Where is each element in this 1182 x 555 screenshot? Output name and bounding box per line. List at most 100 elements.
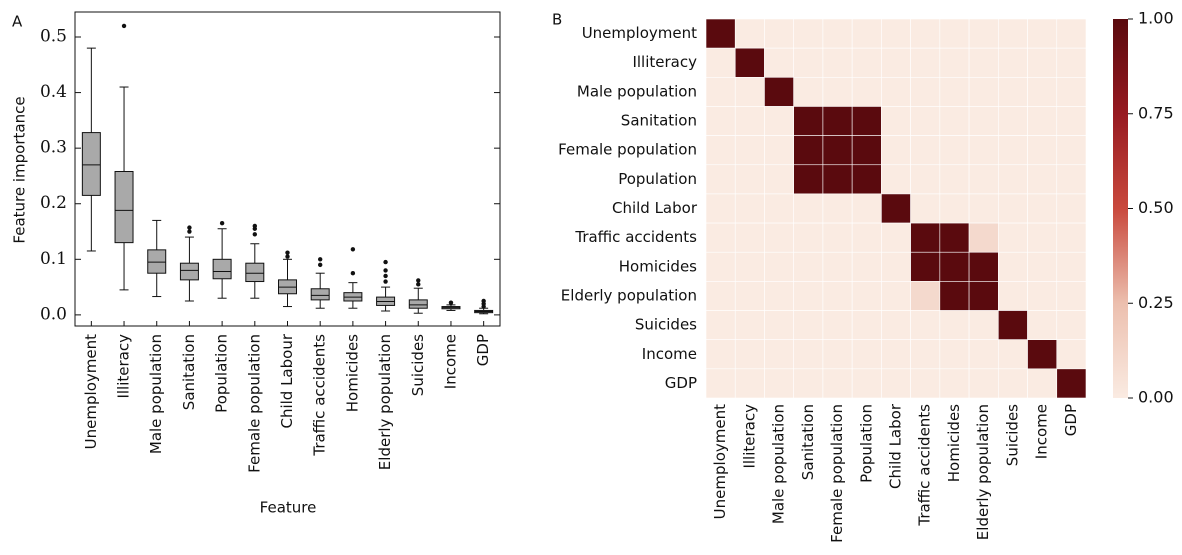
colorbar-tick-label: 0.00 xyxy=(1138,388,1174,407)
heatmap-cell xyxy=(998,339,1028,370)
heatmap-cell xyxy=(998,251,1028,282)
heatmap-cell xyxy=(851,251,882,282)
heatmap-cell xyxy=(998,18,1028,49)
heatmap-cell xyxy=(1027,281,1058,311)
heatmap-cell xyxy=(1027,135,1058,166)
heatmap-cell xyxy=(822,281,853,311)
heatmap-cell xyxy=(1056,135,1087,166)
row-label: Female population xyxy=(558,141,697,159)
outlier xyxy=(350,271,356,276)
column-label: Sanitation xyxy=(799,404,817,480)
heatmap-cell xyxy=(939,222,970,253)
heatmap-cell xyxy=(910,47,941,78)
heatmap-cell xyxy=(764,251,794,282)
heatmap-cell xyxy=(998,222,1028,253)
heatmap-cell xyxy=(851,222,882,253)
heatmap-cell xyxy=(734,106,765,136)
heatmap-cell xyxy=(734,339,765,370)
heatmap-cell xyxy=(1056,47,1087,78)
heatmap-cell xyxy=(881,368,911,399)
x-tick-label: Traffic accidents xyxy=(311,334,329,457)
x-tick-label: Sanitation xyxy=(180,334,198,410)
heatmap-cell xyxy=(793,310,824,340)
heatmap-cell xyxy=(998,281,1028,311)
outlier xyxy=(252,232,258,237)
heatmap-cell xyxy=(881,251,911,282)
heatmap-cell xyxy=(881,106,911,136)
heatmap-cell xyxy=(822,222,853,253)
heatmap-cell xyxy=(764,135,794,166)
y-tick-label: 0.4 xyxy=(40,82,67,102)
heatmap-cell xyxy=(1027,310,1058,340)
colorbar-tick-label: 1.00 xyxy=(1138,9,1174,28)
x-tick-label: Income xyxy=(441,334,459,389)
heatmap-cell xyxy=(1027,339,1058,370)
heatmap-cell xyxy=(1027,164,1058,195)
heatmap-cell xyxy=(881,164,911,195)
outlier xyxy=(285,250,290,255)
row-label: Suicides xyxy=(635,316,697,334)
row-label: GDP xyxy=(665,374,697,392)
column-label: Illiteracy xyxy=(740,404,758,469)
heatmap-cell xyxy=(705,222,736,253)
y-tick-label: 0.3 xyxy=(40,138,67,158)
x-tick-label: GDP xyxy=(474,334,492,366)
heatmap-cell xyxy=(822,164,853,195)
heatmap-cell xyxy=(822,193,853,224)
heatmap-cell xyxy=(910,222,941,253)
x-tick-label: Child Labour xyxy=(278,333,296,428)
box xyxy=(114,171,134,244)
x-tick-label: Male population xyxy=(147,334,165,454)
column-label: Traffic accidents xyxy=(916,404,934,527)
box xyxy=(179,262,199,281)
outlier xyxy=(383,273,388,279)
heatmap-cell xyxy=(822,18,853,49)
heatmap-cell xyxy=(793,368,824,399)
heatmap-cell xyxy=(705,106,736,136)
y-tick-label: 0.2 xyxy=(40,193,67,213)
column-label: Unemployment xyxy=(711,404,729,519)
heatmap-cell xyxy=(881,77,911,107)
heatmap-cell xyxy=(881,47,911,78)
x-tick-label: Population xyxy=(213,334,231,413)
outlier xyxy=(187,229,192,234)
column-label: Child Labor xyxy=(887,403,905,489)
heatmap-cell xyxy=(881,193,911,224)
column-label: Income xyxy=(1033,404,1051,459)
heatmap-cell xyxy=(1027,77,1058,107)
column-label: Elderly population xyxy=(974,404,992,540)
heatmap-cell xyxy=(968,164,999,195)
heatmap-cell xyxy=(705,164,736,195)
y-tick-label: 0.0 xyxy=(40,304,67,324)
heatmap-cell xyxy=(1056,310,1087,340)
heatmap-cell xyxy=(705,18,736,49)
heatmap-cell xyxy=(939,281,970,311)
heatmap-cell xyxy=(705,193,736,224)
heatmap-cell xyxy=(851,368,882,399)
colorbar-tick-label: 0.25 xyxy=(1138,293,1174,312)
heatmap-cell xyxy=(1027,106,1058,136)
heatmap-cell xyxy=(910,135,941,166)
y-tick-label: 0.5 xyxy=(40,27,67,47)
heatmap-cell xyxy=(793,281,824,311)
heatmap-cell xyxy=(910,281,941,311)
heatmap-cell xyxy=(968,77,999,107)
column-label: Male population xyxy=(770,404,788,524)
x-tick-label: Female population xyxy=(245,334,263,473)
heatmap-cell xyxy=(939,106,970,136)
heatmap-cell xyxy=(910,18,941,49)
heatmap-cell xyxy=(881,310,911,340)
y-axis-title: Feature importance xyxy=(11,96,29,243)
outlier xyxy=(187,225,192,230)
heatmap-cell xyxy=(910,368,941,399)
row-label: Income xyxy=(642,345,697,363)
heatmap-cell xyxy=(822,47,853,78)
heatmap-cell xyxy=(881,222,911,253)
row-label: Male population xyxy=(577,82,697,100)
heatmap-cell xyxy=(822,339,853,370)
row-label: Traffic accidents xyxy=(574,228,697,246)
heatmap-cell xyxy=(998,77,1028,107)
heatmap-cell xyxy=(764,339,794,370)
row-label: Child Labor xyxy=(612,199,698,217)
